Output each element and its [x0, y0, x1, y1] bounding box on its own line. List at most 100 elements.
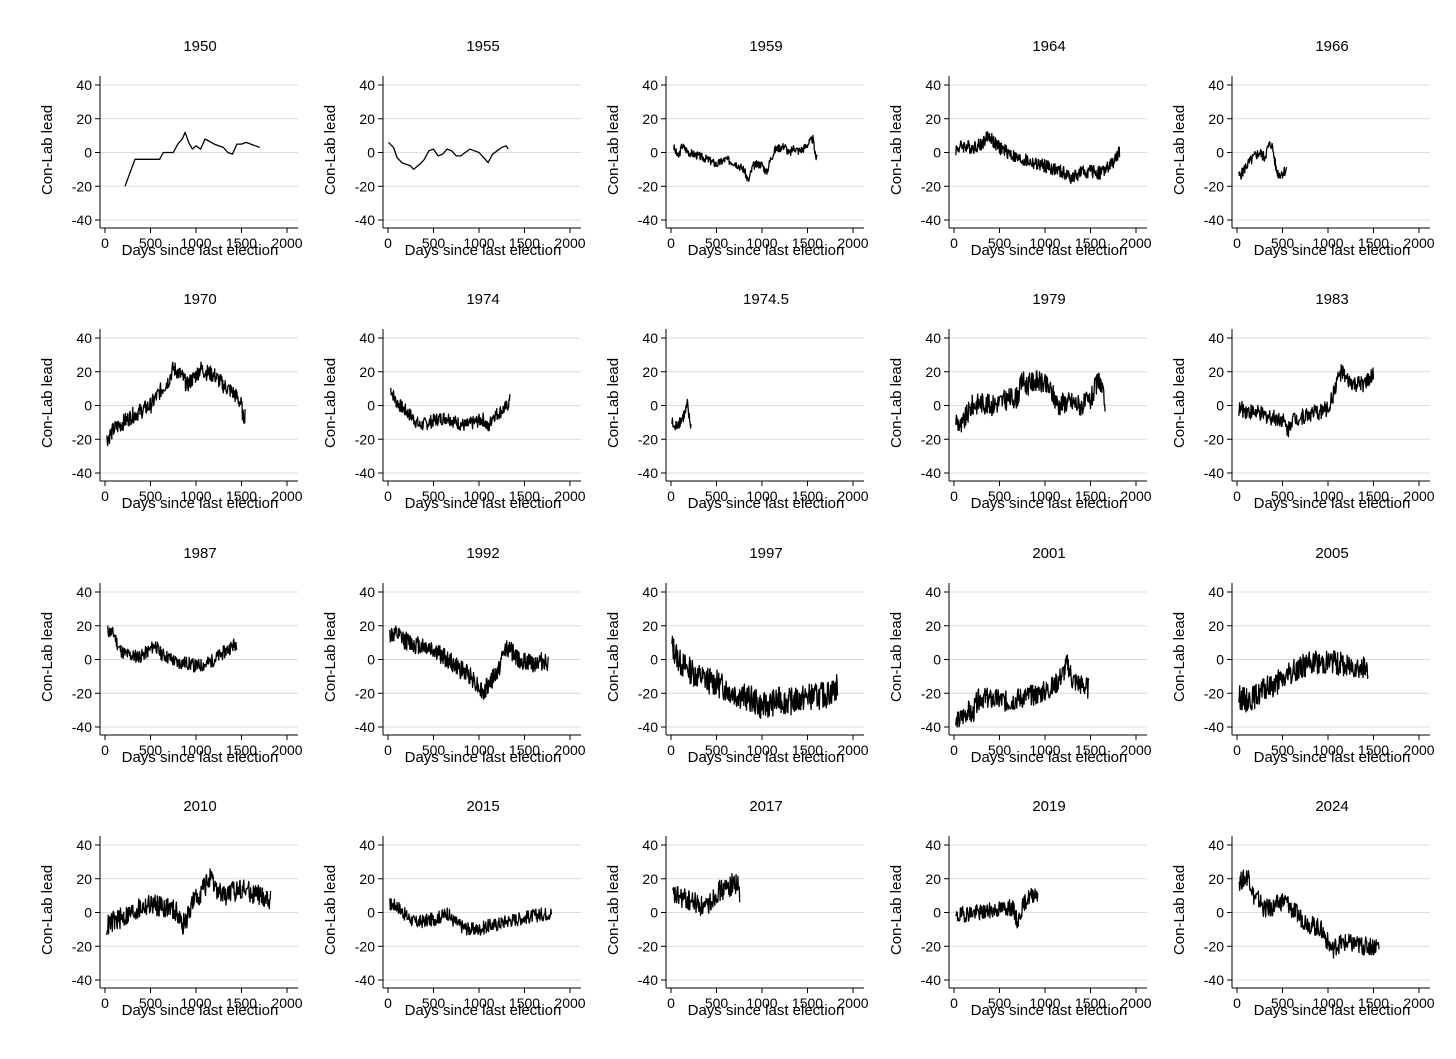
x-tick-label: 2000: [1120, 742, 1151, 758]
x-tick-label: 1500: [1075, 488, 1106, 504]
y-tick-label: 40: [359, 77, 375, 93]
x-tick-label: 1000: [180, 488, 211, 504]
y-axis-label: Con-Lab lead: [1171, 358, 1188, 448]
y-tick-label: 0: [84, 145, 92, 161]
y-tick-label: 20: [925, 364, 941, 380]
x-tick-label: 500: [705, 995, 729, 1011]
x-axis-label: Days since last election: [1254, 1002, 1411, 1019]
y-tick-label: 20: [1208, 111, 1224, 127]
x-tick-label: 1000: [1312, 742, 1343, 758]
x-tick-label: 2000: [1403, 235, 1434, 251]
series-line: [672, 873, 741, 917]
y-tick-label: 0: [933, 398, 941, 414]
series-line: [671, 398, 692, 431]
x-tick-label: 1500: [509, 235, 540, 251]
x-tick-label: 1000: [180, 235, 211, 251]
y-tick-label: -20: [638, 178, 658, 194]
panel-title: 1964: [1032, 38, 1065, 55]
x-tick-label: 2000: [554, 742, 585, 758]
y-axis-label: Con-Lab lead: [322, 105, 339, 195]
panel-title: 1979: [1032, 291, 1065, 308]
panel-title: 1997: [749, 545, 782, 562]
y-tick-label: 20: [925, 618, 941, 634]
x-axis-label: Days since last election: [405, 749, 562, 766]
series-line: [390, 387, 511, 432]
y-tick-label: -40: [638, 465, 658, 481]
x-tick-label: 1500: [509, 742, 540, 758]
x-tick-label: 0: [667, 995, 675, 1011]
series-line: [673, 134, 818, 183]
x-tick-label: 500: [139, 235, 163, 251]
x-tick-label: 1500: [1358, 995, 1389, 1011]
x-tick-label: 1500: [792, 742, 823, 758]
y-tick-label: 0: [367, 145, 375, 161]
y-tick-label: 20: [359, 871, 375, 887]
x-tick-label: 1000: [180, 742, 211, 758]
x-tick-label: 1000: [746, 742, 777, 758]
y-tick-label: -20: [355, 178, 375, 194]
x-tick-label: 500: [139, 995, 163, 1011]
series-line: [388, 141, 509, 171]
x-tick-label: 1000: [180, 995, 211, 1011]
x-tick-label: 2000: [554, 235, 585, 251]
y-tick-label: -40: [355, 719, 375, 735]
y-tick-label: 0: [1216, 652, 1224, 668]
panel-title: 1959: [749, 38, 782, 55]
series-line: [1238, 650, 1369, 713]
y-axis-label: Con-Lab lead: [605, 105, 622, 195]
x-tick-label: 1000: [1029, 995, 1060, 1011]
y-axis-label: Con-Lab lead: [888, 105, 905, 195]
x-tick-label: 1000: [1312, 995, 1343, 1011]
y-tick-label: -40: [72, 212, 92, 228]
x-axis-label: Days since last election: [122, 1002, 279, 1019]
y-tick-label: -20: [1204, 938, 1224, 954]
x-axis-label: Days since last election: [1254, 749, 1411, 766]
y-tick-label: 0: [650, 145, 658, 161]
x-tick-label: 1500: [792, 488, 823, 504]
x-tick-label: 1500: [226, 995, 257, 1011]
x-tick-label: 500: [705, 235, 729, 251]
panel-title: 1955: [466, 38, 499, 55]
y-tick-label: -20: [355, 685, 375, 701]
panel-title: 2024: [1315, 798, 1348, 815]
y-tick-label: 40: [359, 837, 375, 853]
y-tick-label: 0: [1216, 145, 1224, 161]
y-tick-label: 0: [367, 652, 375, 668]
y-tick-label: -20: [72, 431, 92, 447]
x-tick-label: 2000: [554, 488, 585, 504]
y-axis-label: Con-Lab lead: [888, 612, 905, 702]
x-tick-label: 0: [101, 742, 109, 758]
x-tick-label: 500: [988, 995, 1012, 1011]
y-tick-label: 40: [359, 330, 375, 346]
y-tick-label: 20: [642, 111, 658, 127]
x-tick-label: 1500: [792, 235, 823, 251]
y-tick-label: -40: [921, 972, 941, 988]
panel-title: 1966: [1315, 38, 1348, 55]
y-tick-label: 40: [76, 837, 92, 853]
x-tick-label: 1000: [746, 235, 777, 251]
y-tick-label: 40: [1208, 330, 1224, 346]
x-tick-label: 2000: [271, 488, 302, 504]
x-tick-label: 1000: [463, 995, 494, 1011]
x-tick-label: 0: [384, 488, 392, 504]
y-tick-label: 20: [76, 618, 92, 634]
x-tick-label: 0: [1233, 742, 1241, 758]
y-tick-label: 40: [1208, 837, 1224, 853]
x-tick-label: 2000: [1403, 995, 1434, 1011]
series-line: [955, 131, 1121, 185]
x-tick-label: 2000: [1120, 995, 1151, 1011]
x-tick-label: 500: [422, 995, 446, 1011]
x-tick-label: 0: [667, 488, 675, 504]
y-tick-label: 20: [642, 618, 658, 634]
x-tick-label: 500: [422, 742, 446, 758]
x-tick-label: 0: [950, 995, 958, 1011]
y-tick-label: -20: [72, 685, 92, 701]
y-tick-label: -20: [638, 431, 658, 447]
y-axis-label: Con-Lab lead: [322, 358, 339, 448]
